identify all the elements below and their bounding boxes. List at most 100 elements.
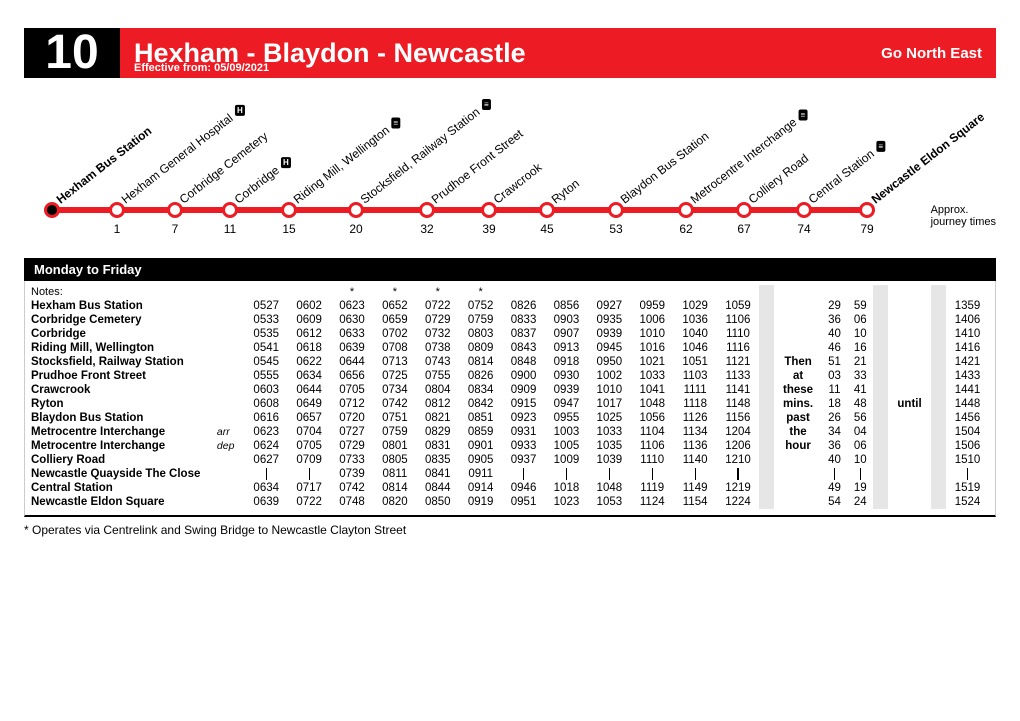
diagram-stop-time: 32	[420, 222, 433, 236]
time-cell	[631, 467, 674, 481]
time-cell: 0914	[459, 481, 502, 495]
pattern-minute-cell	[822, 467, 848, 481]
note-mark: *	[416, 285, 459, 299]
arr-dep-cell	[217, 313, 245, 327]
time-cell: 0541	[245, 341, 288, 355]
arr-dep-cell	[217, 327, 245, 341]
time-cell: 0945	[588, 341, 631, 355]
operator-name: Go North East	[881, 45, 982, 62]
pattern-minute-cell: 41	[847, 383, 873, 397]
time-cell: 1224	[717, 495, 760, 509]
time-cell: 1519	[946, 481, 989, 495]
arr-dep-cell	[217, 355, 245, 369]
time-cell: 0801	[373, 439, 416, 453]
time-cell: 1025	[588, 411, 631, 425]
time-cell: 0742	[373, 397, 416, 411]
time-cell: 1005	[545, 439, 588, 453]
stop-name-cell: Metrocentre Interchange	[31, 439, 217, 453]
time-cell: 0947	[545, 397, 588, 411]
timetable-row: Prudhoe Front Street05550634065607250755…	[31, 369, 989, 383]
timetable-row: Crawcrook0603064407050734080408340909093…	[31, 383, 989, 397]
time-cell: 1041	[631, 383, 674, 397]
time-cell: 0733	[331, 453, 374, 467]
stop-name-cell: Newcastle Quayside The Close	[31, 467, 217, 481]
diagram-stop-time: 7	[172, 222, 179, 236]
note-mark	[502, 285, 545, 299]
until-cell	[888, 341, 931, 355]
time-cell: 0923	[502, 411, 545, 425]
time-cell: 0951	[502, 495, 545, 509]
pattern-minute-cell: 56	[847, 411, 873, 425]
time-cell: 1504	[946, 425, 989, 439]
time-cell: 0743	[416, 355, 459, 369]
time-cell: 0834	[459, 383, 502, 397]
until-cell	[888, 313, 931, 327]
time-cell: 0933	[502, 439, 545, 453]
timetable-row: Central Station0634071707420814084409140…	[31, 481, 989, 495]
time-cell: 0649	[288, 397, 331, 411]
time-cell: 1110	[631, 453, 674, 467]
pattern-label-cell	[774, 313, 821, 327]
time-cell: 1121	[717, 355, 760, 369]
time-cell: 1140	[674, 453, 717, 467]
time-cell: 0634	[288, 369, 331, 383]
time-cell: 0732	[416, 327, 459, 341]
time-cell: 0835	[416, 453, 459, 467]
note-mark: *	[373, 285, 416, 299]
stop-name-cell: Hexham Bus Station	[31, 299, 217, 313]
arr-dep-cell	[217, 383, 245, 397]
pattern-minute-cell: 34	[822, 425, 848, 439]
time-cell: 1033	[588, 425, 631, 439]
time-cell: 0633	[331, 327, 374, 341]
pattern-label-cell: past	[774, 411, 821, 425]
until-cell	[888, 425, 931, 439]
timetable-row: Colliery Road062707090733080508350905093…	[31, 453, 989, 467]
stop-name-cell: Prudhoe Front Street	[31, 369, 217, 383]
time-cell: 0900	[502, 369, 545, 383]
diagram-legend-line1: Approx.	[931, 204, 969, 216]
time-cell: 0814	[459, 355, 502, 369]
diagram-stop-node	[608, 202, 624, 218]
time-cell: 0527	[245, 299, 288, 313]
time-cell: 1410	[946, 327, 989, 341]
diagram-stop-node	[281, 202, 297, 218]
time-cell: 0752	[459, 299, 502, 313]
time-cell: 0903	[545, 313, 588, 327]
time-cell: 0939	[588, 327, 631, 341]
time-cell: 1124	[631, 495, 674, 509]
time-cell: 1448	[946, 397, 989, 411]
time-cell: 0826	[459, 369, 502, 383]
pattern-label-cell	[774, 327, 821, 341]
diagram-stop-node	[539, 202, 555, 218]
time-cell	[245, 467, 288, 481]
time-cell: 1524	[946, 495, 989, 509]
time-cell: 0821	[416, 411, 459, 425]
diagram-stop-node	[44, 202, 60, 218]
stop-name-cell: Ryton	[31, 397, 217, 411]
pattern-minute-cell: 10	[847, 327, 873, 341]
arr-dep-cell: arr	[217, 425, 245, 439]
time-cell: 0657	[288, 411, 331, 425]
pattern-minute-cell: 04	[847, 425, 873, 439]
time-cell: 1051	[674, 355, 717, 369]
until-cell	[888, 439, 931, 453]
time-cell: 1421	[946, 355, 989, 369]
time-cell: 1116	[717, 341, 760, 355]
arr-dep-cell: dep	[217, 439, 245, 453]
time-cell: 1103	[674, 369, 717, 383]
stop-name-cell: Newcastle Eldon Square	[31, 495, 217, 509]
time-cell: 0630	[331, 313, 374, 327]
time-cell: 0612	[288, 327, 331, 341]
time-cell: 1136	[674, 439, 717, 453]
time-cell: 0837	[502, 327, 545, 341]
arr-dep-cell	[217, 397, 245, 411]
time-cell: 0851	[459, 411, 502, 425]
time-cell: 0919	[459, 495, 502, 509]
time-cell: 0748	[331, 495, 374, 509]
time-cell: 0712	[331, 397, 374, 411]
time-cell: 0720	[331, 411, 374, 425]
time-cell: 0533	[245, 313, 288, 327]
time-cell: 0859	[459, 425, 502, 439]
time-cell: 1118	[674, 397, 717, 411]
time-cell: 0623	[245, 425, 288, 439]
